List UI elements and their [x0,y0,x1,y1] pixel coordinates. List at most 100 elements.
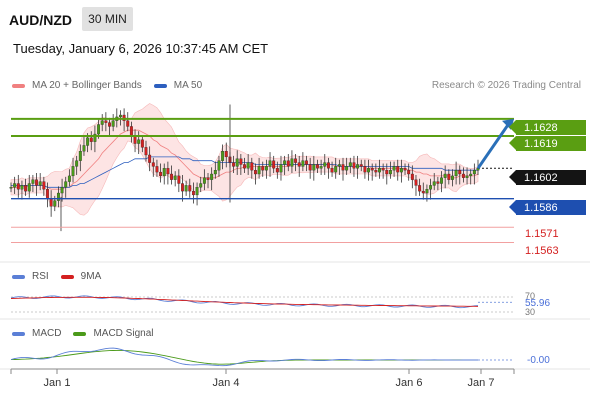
candle-body [451,175,454,180]
candle-body [104,120,108,123]
candle-body [253,170,257,175]
candle-body [170,173,173,180]
candle-body [316,164,319,169]
candle-body [177,175,181,184]
candle-body [385,170,389,175]
candle-body [93,133,97,142]
candle-body [246,162,250,169]
rsi-swatch [12,274,25,279]
candle-body [239,158,243,165]
candle-body [334,166,338,173]
candle-body [100,120,104,125]
candle-body [202,177,206,184]
rsi-ma-swatch [60,274,74,279]
candle-body [166,168,170,175]
candle-body [414,179,418,186]
candle-body [9,187,13,189]
macd-panel [10,347,514,367]
candle-body [283,160,287,165]
candle-body [38,181,42,186]
candle-body [443,173,447,178]
candle-body [31,179,35,184]
candle-body [24,185,28,192]
candle-body [370,168,374,171]
timeframe-selector[interactable]: 30 MIN [82,7,133,31]
candle-body [359,164,363,167]
s2-level-label: 1.1563 [525,245,559,257]
candle-body [345,166,349,171]
candle-body [86,137,90,146]
rsi-panel [10,295,514,313]
candle-body [436,181,440,184]
symbol-title: AUD/NZD [9,12,72,28]
candle-body [181,183,184,192]
candle-body [330,168,334,173]
rsi-upper-label: 70 [525,291,536,301]
candle-body [429,185,433,190]
candle-body [399,168,403,173]
candle-body [301,160,305,167]
legend-rsi-label: RSI [32,271,49,282]
candle-body [425,189,429,194]
candle-body [13,183,17,188]
legend-rsi-ma-label: 9MA [80,271,102,282]
rsi-legend: RSI 9MA [12,271,113,282]
candle-body [159,171,163,177]
candle-body [56,192,60,201]
candle-body [297,162,301,167]
rsi-value-label: 55.96 [525,298,551,309]
candle-body [396,166,400,173]
candle-body [440,177,443,184]
candle-body [199,183,203,188]
candle-body [221,151,225,161]
candle-body [133,135,137,144]
candle-body [308,164,312,171]
candle-body [64,181,68,188]
legend-rsi-ma: 9MA [60,271,102,282]
candle-body [235,158,239,167]
candle-body [275,168,279,173]
projection-arrow-line [476,123,510,170]
legend-rsi: RSI [12,271,49,282]
candle-body [119,114,122,118]
candle-body [217,160,221,171]
candle-body [341,164,345,171]
candle-body [97,124,101,135]
candle-body [191,190,195,196]
legend-macd: MACD [12,328,61,339]
candle-body [454,170,458,177]
current-price-value: 1.1602 [524,171,558,184]
rsi-lower-label: 30 [525,307,536,317]
candle-body [286,160,290,167]
legend-ma50: MA 50 [153,80,203,91]
candle-body [268,160,272,167]
candle-body [272,160,276,169]
macd-legend: MACD MACD Signal [12,328,165,339]
candle-body [20,185,24,190]
candle-body [410,173,414,180]
time-axis [0,261,590,374]
macd-line [10,347,478,367]
macd-swatch [12,331,25,336]
r2-level-value: 1.1628 [524,121,558,134]
x-tick-label: Jan 6 [395,377,423,389]
candle-body [75,160,79,167]
current-price-tag: 1.1602 [509,170,586,185]
s1-level-label: 1.1571 [525,228,559,240]
candle-body [337,164,341,167]
candle-body [403,168,407,171]
legend-macd-signal-label: MACD Signal [93,328,154,339]
legend-ma50-label: MA 50 [173,80,203,91]
legend-bollinger-label: MA 20 + Bollinger Bands [32,80,142,91]
candle-body [210,173,214,180]
candle-body [111,120,115,127]
candle-body [381,168,385,171]
candle-body [151,162,155,167]
r2-level-tag: 1.1628 [509,120,586,135]
candle-body [60,187,64,194]
candle-body [323,162,327,167]
candle-body [82,145,86,152]
candle-body [213,170,217,175]
candle-body [312,164,316,171]
